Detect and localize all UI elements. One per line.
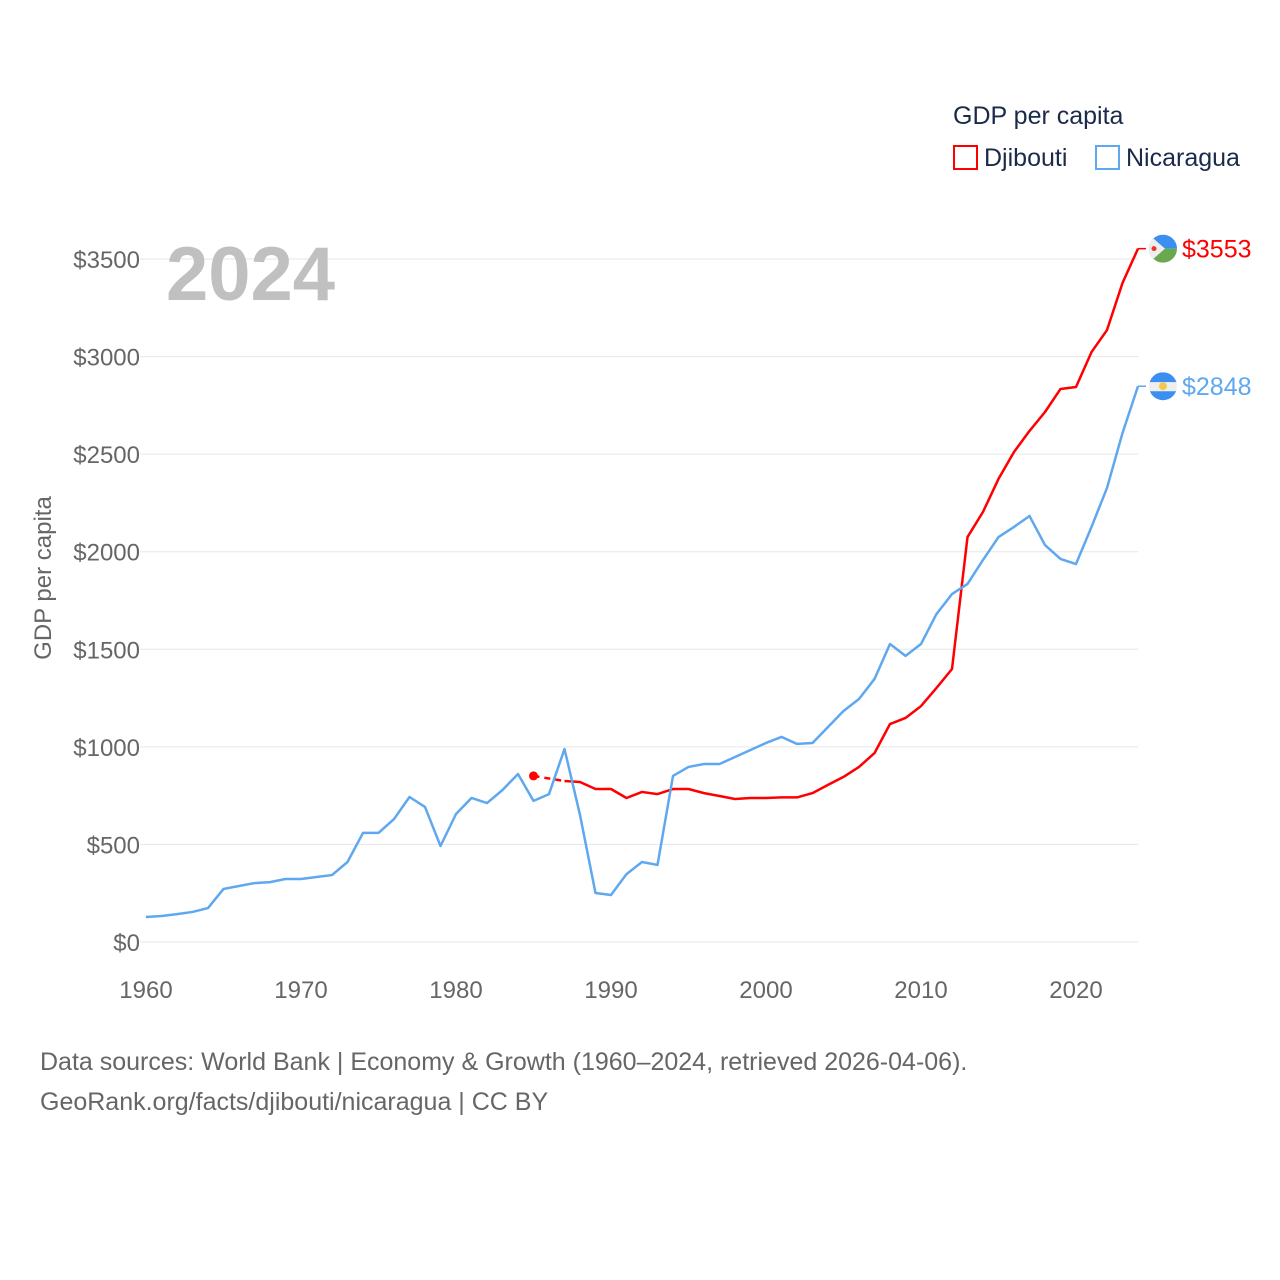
end-labels: $3553 $2848 bbox=[1138, 234, 1252, 401]
x-tick-label: 1960 bbox=[119, 977, 172, 1004]
y-tick-label: $2500 bbox=[73, 442, 140, 469]
gridlines bbox=[140, 258, 1138, 943]
y-tick-label: $1500 bbox=[73, 637, 140, 664]
x-tick-label: 2010 bbox=[894, 977, 947, 1004]
y-axis: $0 $500 $1000 $1500 $2000 $2500 $3000 $3500 bbox=[73, 247, 140, 957]
series-line-nicaragua bbox=[145, 385, 1140, 919]
series-lines bbox=[145, 248, 1140, 919]
flag-stripe bbox=[1149, 391, 1177, 401]
y-tick-label: $0 bbox=[113, 930, 140, 957]
flag-icon bbox=[1149, 372, 1177, 401]
series-line-djibouti bbox=[564, 248, 1140, 801]
flag-emblem bbox=[1159, 382, 1167, 391]
flag-icon bbox=[1149, 234, 1177, 263]
x-tick-label: 1990 bbox=[584, 977, 637, 1004]
y-tick-label: $2000 bbox=[73, 540, 140, 567]
end-value-label: $3553 bbox=[1182, 236, 1252, 264]
data-source-text: Data sources: World Bank | Economy & Gro… bbox=[40, 1048, 968, 1076]
x-tick-label: 2020 bbox=[1049, 977, 1102, 1004]
legend-swatch bbox=[953, 145, 978, 170]
legend-label: Djibouti bbox=[984, 144, 1067, 172]
legend-item-nicaragua[interactable]: Nicaragua bbox=[1095, 144, 1240, 172]
y-tick-label: $500 bbox=[87, 832, 140, 859]
legend-item-djibouti[interactable]: Djibouti bbox=[953, 144, 1067, 172]
y-tick-label: $3500 bbox=[73, 247, 140, 274]
flag-triangle bbox=[1149, 234, 1165, 263]
footer: Data sources: World Bank | Economy & Gro… bbox=[40, 1042, 967, 1122]
nicaragua-flag bbox=[1149, 372, 1177, 401]
x-tick-label: 1970 bbox=[274, 977, 327, 1004]
x-axis: 1960 1970 1980 1990 2000 2010 2020 bbox=[119, 977, 1102, 1004]
djibouti-flag bbox=[1149, 234, 1177, 263]
year-label: 2024 bbox=[166, 232, 335, 317]
x-tick-label: 2000 bbox=[739, 977, 792, 1004]
attribution-text: GeoRank.org/facts/djibouti/nicaragua | C… bbox=[40, 1088, 549, 1116]
legend-swatch bbox=[1095, 145, 1120, 170]
legend-title: GDP per capita bbox=[953, 102, 1124, 130]
flag-star bbox=[1151, 246, 1157, 252]
y-tick-label: $3000 bbox=[73, 345, 140, 372]
y-tick-label: $1000 bbox=[73, 735, 140, 762]
legend: GDP per capita Djibouti Nicaragua bbox=[953, 102, 1240, 172]
x-tick-label: 1980 bbox=[429, 977, 482, 1004]
y-axis-label: GDP per capita bbox=[30, 496, 57, 660]
legend-label: Nicaragua bbox=[1126, 144, 1240, 172]
end-value-label: $2848 bbox=[1182, 373, 1252, 401]
flag-stripe bbox=[1149, 372, 1177, 383]
missing-data-connector bbox=[533, 774, 565, 783]
